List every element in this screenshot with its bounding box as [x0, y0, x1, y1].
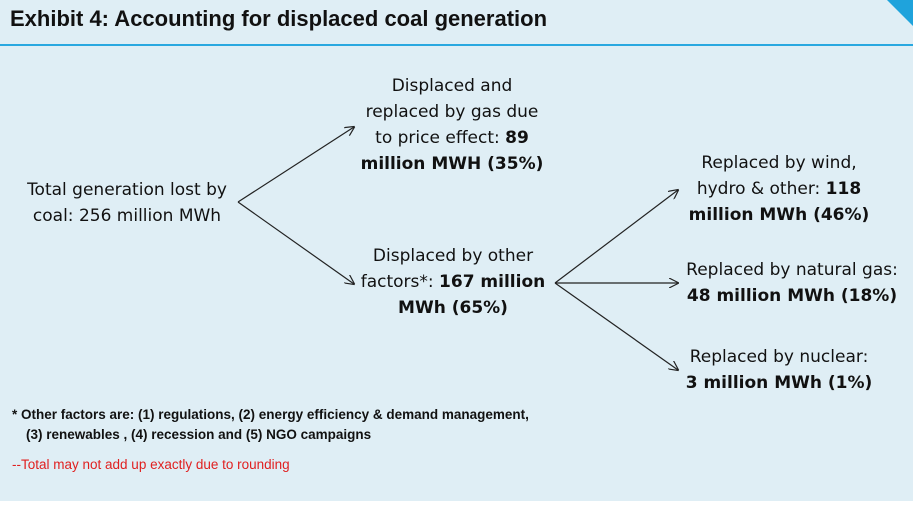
rounding-note: --Total may not add up exactly due to ro… [12, 457, 290, 472]
node-total-line1: Total generation lost by [27, 180, 227, 200]
node-price-line1: Displaced and [391, 76, 513, 96]
footnote-line2: (3) renewables , (4) recession and (5) N… [26, 427, 372, 442]
node-gas-line2-bold: 48 million MWh (18%) [686, 286, 898, 306]
node-price-line4-bold: million MWH (35%) [360, 154, 544, 174]
node-price-line3: to price effect: 89 [352, 125, 552, 151]
node-nuclear-line1: Replaced by nuclear: [689, 347, 869, 367]
arrow-root-to-price-effect [237, 127, 354, 203]
node-price-line3-bold: 89 [505, 128, 529, 148]
node-other-line2: factors*: 167 million [350, 269, 556, 295]
node-total-line2: coal: 256 million MWh [32, 206, 222, 226]
node-gas-line2: 48 million MWh (18%) [674, 283, 910, 309]
node-other-factors: Displaced by other factors*: 167 million… [350, 243, 556, 321]
node-wind-line2-bold: 118 [825, 179, 862, 199]
node-other-line3: MWh (65%) [350, 295, 556, 321]
node-nuclear-line2: 3 million MWh (1%) [676, 370, 882, 396]
node-price-line4: million MWH (35%) [352, 151, 552, 177]
node-nuclear: Replaced by nuclear: 3 million MWh (1%) [676, 344, 882, 396]
node-other-line2-plain: factors*: [360, 272, 440, 292]
node-wind-hydro-other: Replaced by wind, hydro & other: 118 mil… [676, 150, 882, 228]
node-total-generation-lost: Total generation lost by coal: 256 milli… [14, 177, 240, 229]
node-other-line2-bold: 167 million [439, 272, 546, 292]
node-wind-line2: hydro & other: 118 [676, 176, 882, 202]
footnote-line1: * Other factors are: (1) regulations, (2… [12, 407, 529, 422]
arrow-root-to-other-factors [237, 201, 354, 284]
node-wind-line3: million MWh (46%) [676, 202, 882, 228]
other-factors-footnote: * Other factors are: (1) regulations, (2… [12, 405, 529, 445]
arrow-other-to-nuclear [554, 282, 678, 370]
node-wind-line2-plain: hydro & other: [696, 179, 826, 199]
node-gas-line1: Replaced by natural gas: [686, 260, 898, 280]
node-wind-line3-bold: million MWh (46%) [688, 205, 870, 225]
node-nuclear-line2-bold: 3 million MWh (1%) [685, 373, 873, 393]
node-natural-gas: Replaced by natural gas: 48 million MWh … [674, 257, 910, 309]
arrow-other-to-wind-hydro [554, 190, 678, 284]
node-other-line1: Displaced by other [372, 246, 534, 266]
node-price-effect: Displaced and replaced by gas due to pri… [352, 73, 552, 177]
exhibit-header: Exhibit 4: Accounting for displaced coal… [0, 0, 913, 46]
node-wind-line1: Replaced by wind, [701, 153, 857, 173]
exhibit-title: Exhibit 4: Accounting for displaced coal… [10, 6, 548, 31]
corner-accent [887, 0, 913, 26]
node-other-line3-bold: MWh (65%) [398, 298, 508, 318]
node-price-line2: replaced by gas due [365, 102, 539, 122]
diagram-background [0, 46, 913, 501]
node-price-line3-plain: to price effect: [375, 128, 506, 148]
